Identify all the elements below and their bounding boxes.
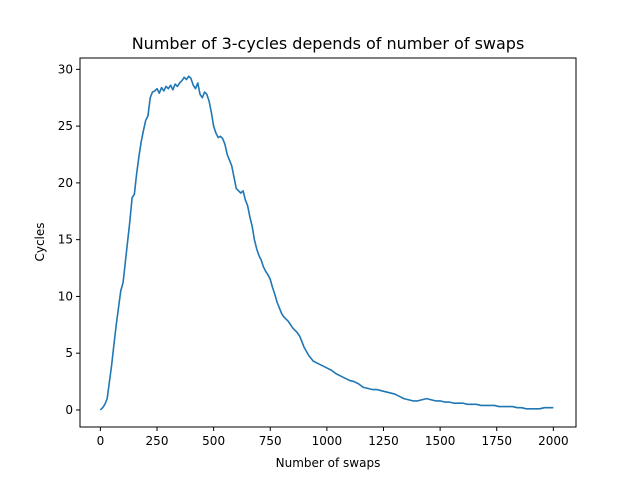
- x-tick-label: 500: [202, 434, 225, 448]
- x-tick-label: 0: [97, 434, 105, 448]
- plot-area: [79, 57, 577, 428]
- y-tick-label: 10: [58, 289, 73, 303]
- x-tick-label: 1250: [368, 434, 399, 448]
- series-line: [99, 75, 554, 411]
- x-tick-label: 750: [259, 434, 282, 448]
- y-tick-label: 30: [58, 62, 73, 76]
- y-tick-label: 15: [58, 233, 73, 247]
- x-axis-label: Number of swaps: [276, 456, 381, 470]
- x-tick-label: 1000: [312, 434, 343, 448]
- y-tick-label: 25: [58, 119, 73, 133]
- axes-frame: [79, 57, 577, 428]
- chart-title: Number of 3-cycles depends of number of …: [132, 34, 525, 53]
- x-tick-label: 1750: [481, 434, 512, 448]
- x-tick-label: 250: [146, 434, 169, 448]
- x-tick-label: 2000: [538, 434, 569, 448]
- y-tick-label: 0: [65, 403, 73, 417]
- x-tick-label: 1500: [425, 434, 456, 448]
- y-axis: 0 5 10 15 20 25 30: [58, 62, 80, 417]
- y-tick-label: 5: [65, 346, 73, 360]
- y-tick-label: 20: [58, 176, 73, 190]
- x-axis: 0 250 500 750 1000 1250 1500 1750 2000: [97, 427, 569, 448]
- y-axis-label: Cycles: [33, 222, 47, 261]
